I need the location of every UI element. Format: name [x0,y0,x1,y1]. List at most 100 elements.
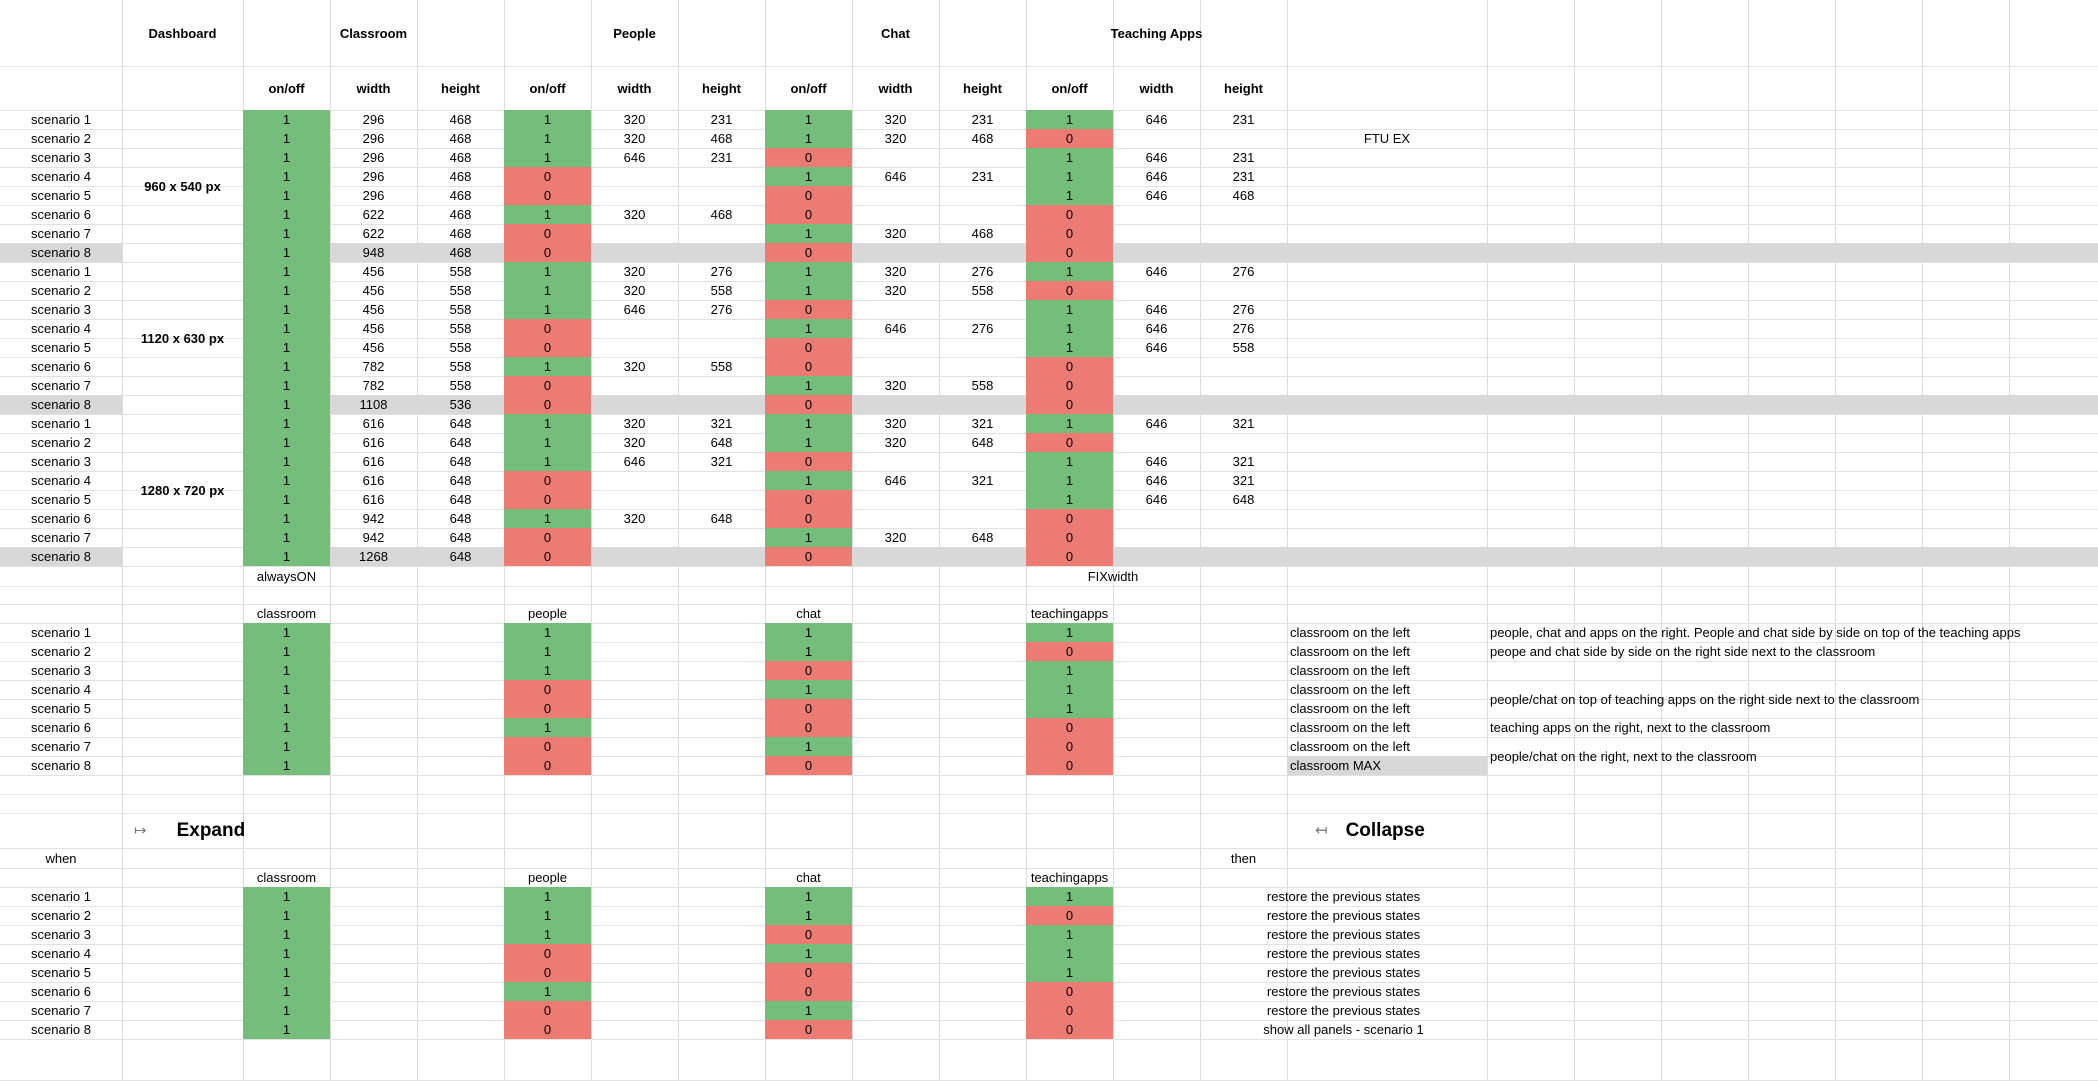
teachingapps-onoff[interactable]: 0 [1026,509,1113,528]
people-onoff[interactable]: 1 [504,300,591,319]
people-onoff[interactable]: 1 [504,129,591,148]
classroom-width[interactable]: 1108 [330,395,417,414]
people-height[interactable]: 276 [710,264,733,279]
teachingapps-height[interactable]: 321 [1232,473,1255,488]
people-onoff[interactable]: 1 [504,281,591,300]
classroom-height[interactable]: 468 [449,207,472,222]
teachingapps-width[interactable]: 646 [1145,492,1168,507]
teachingapps-width[interactable] [1113,376,1200,395]
people-width[interactable]: 320 [623,283,646,298]
when-label[interactable]: when [45,850,77,866]
people-height[interactable] [678,471,765,490]
people-onoff[interactable]: 0 [504,963,591,982]
layout-description[interactable]: classroom on the left [1290,625,1410,640]
collapse-result[interactable]: restore the previous states [1266,927,1421,942]
scenario-label[interactable]: scenario 8 [0,243,122,262]
people-onoff[interactable]: 1 [504,906,591,925]
people-onoff[interactable]: 0 [504,547,591,566]
classroom-onoff[interactable]: 1 [243,376,330,395]
scenario-label[interactable]: scenario 5 [31,701,91,716]
classroom-height[interactable]: 558 [449,340,472,355]
layout-description[interactable]: classroom on the left [1290,701,1410,716]
ftu-label[interactable]: FTU EX [1363,131,1411,146]
teachingapps-onoff[interactable]: 0 [1026,357,1113,376]
chat-height[interactable]: 276 [971,321,994,336]
classroom-height[interactable]: 468 [449,131,472,146]
chat-height[interactable] [939,338,1026,357]
scenario-label[interactable]: scenario 3 [31,663,91,678]
chat-onoff[interactable]: 1 [765,680,852,699]
scenario-label[interactable]: scenario 7 [31,1003,91,1018]
classroom-width[interactable]: 456 [362,340,385,355]
layout-note[interactable]: people/chat on the right, next to the cl… [1490,748,1757,764]
classroom-height[interactable]: 558 [449,283,472,298]
teachingapps-height[interactable]: 276 [1232,321,1255,336]
chat-onoff[interactable]: 1 [765,433,852,452]
teachingapps-onoff[interactable]: 1 [1026,623,1113,642]
teachingapps-width[interactable] [1113,129,1200,148]
chat-width[interactable]: 320 [884,530,907,545]
layout-description[interactable]: classroom on the left [1290,720,1410,735]
people-onoff[interactable]: 0 [504,319,591,338]
people-height[interactable]: 276 [710,302,733,317]
classroom-onoff[interactable]: 1 [243,661,330,680]
people-width[interactable]: 646 [623,150,646,165]
chat-width[interactable] [852,395,939,414]
people-onoff[interactable]: 0 [504,699,591,718]
classroom-width[interactable]: 942 [362,511,385,526]
expand-title[interactable]: ↦ Expand [122,813,330,848]
classroom-onoff[interactable]: 1 [243,319,330,338]
people-onoff[interactable]: 1 [504,110,591,129]
chat-onoff[interactable]: 1 [765,262,852,281]
classroom-onoff[interactable]: 1 [243,490,330,509]
classroom-onoff[interactable]: 1 [243,887,330,906]
people-width[interactable] [591,395,678,414]
classroom-width[interactable]: 456 [362,302,385,317]
teachingapps-width[interactable]: 646 [1145,264,1168,279]
people-onoff[interactable]: 1 [504,982,591,1001]
scenario-label[interactable]: scenario 4 [31,169,91,184]
scenario-label[interactable]: scenario 7 [31,226,91,241]
classroom-onoff[interactable]: 1 [243,167,330,186]
classroom-width[interactable]: 948 [330,243,417,262]
chat-onoff[interactable]: 0 [765,756,852,775]
classroom-onoff[interactable]: 1 [243,148,330,167]
teachingapps-width[interactable] [1113,224,1200,243]
teachingapps-width[interactable] [1113,433,1200,452]
chat-onoff[interactable]: 1 [765,414,852,433]
scenario-label[interactable]: scenario 3 [31,454,91,469]
classroom-onoff[interactable]: 1 [243,129,330,148]
teachingapps-height[interactable]: 321 [1232,416,1255,431]
people-height[interactable] [678,338,765,357]
classroom-height[interactable]: 558 [449,359,472,374]
header-classroom[interactable]: Classroom [339,25,408,41]
header-teaching-apps[interactable]: Teaching Apps [1110,25,1203,41]
chat-onoff[interactable]: 0 [765,300,852,319]
classroom-onoff[interactable]: 1 [243,110,330,129]
chat-onoff[interactable]: 0 [765,547,852,566]
classroom-width[interactable]: 616 [362,416,385,431]
classroom-height[interactable]: 468 [449,150,472,165]
people-onoff[interactable]: 0 [504,186,591,205]
people-height[interactable]: 468 [710,131,733,146]
chat-height[interactable]: 276 [971,264,994,279]
people-width[interactable]: 320 [623,359,646,374]
classroom-onoff[interactable]: 1 [243,528,330,547]
summary-col-chat[interactable]: chat [796,606,821,621]
layout-note[interactable]: people, chat and apps on the right. Peop… [1490,625,2021,640]
classroom-height[interactable]: 468 [449,188,472,203]
classroom-onoff[interactable]: 1 [243,925,330,944]
teachingapps-height[interactable] [1200,528,1287,547]
summary-col-teachingapps[interactable]: teachingapps [1030,606,1109,621]
people-height[interactable] [678,167,765,186]
classroom-height[interactable]: 558 [449,264,472,279]
teachingapps-onoff[interactable]: 1 [1026,262,1113,281]
teachingapps-onoff[interactable]: 1 [1026,110,1113,129]
chat-onoff[interactable]: 0 [765,148,852,167]
classroom-width[interactable]: 616 [362,435,385,450]
classroom-onoff[interactable]: 1 [243,944,330,963]
scenario-label[interactable]: scenario 6 [31,720,91,735]
chat-onoff[interactable]: 1 [765,110,852,129]
teachingapps-height[interactable]: 276 [1232,264,1255,279]
chat-width[interactable]: 646 [884,169,907,184]
